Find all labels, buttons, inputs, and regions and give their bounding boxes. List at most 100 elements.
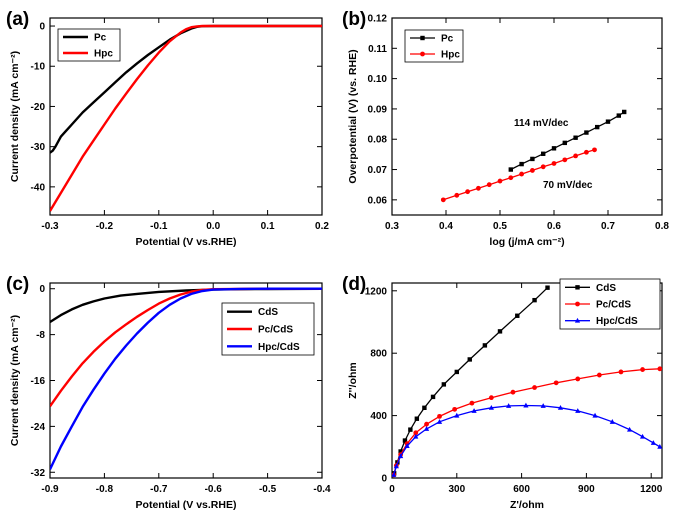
data-point [413, 430, 419, 436]
plot-frame [391, 17, 663, 216]
data-point [551, 146, 557, 151]
data-point [430, 394, 436, 400]
series-line-hpc-cds [393, 404, 661, 476]
data-point [532, 297, 537, 303]
x-tick-label: 0.5 [493, 221, 507, 232]
data-point [437, 413, 442, 419]
y-tick-label: -20 [31, 102, 46, 113]
legend-marker [574, 317, 581, 323]
legend: CdS Pc/CdS Hpc/CdS [221, 302, 315, 356]
data-point [441, 382, 447, 387]
data-point [488, 405, 494, 410]
y-tick-label: -8 [36, 330, 45, 341]
data-point [497, 178, 503, 184]
data-point [424, 421, 429, 427]
y-tick-label: -40 [31, 182, 46, 193]
legend-marker [420, 51, 425, 57]
x-tick-label: 0.8 [655, 221, 669, 232]
data-point [422, 405, 427, 410]
x-axis-label: Z'/ohm [510, 499, 544, 511]
annotation-hpc-slope: 70 mV/dec [543, 180, 593, 191]
data-point [616, 113, 621, 118]
x-tick-label: 0 [389, 484, 395, 495]
y-tick-label: -32 [31, 468, 46, 479]
y-tick-label: -30 [31, 142, 46, 153]
x-axis-label: Potential (V vs.RHE) [136, 499, 237, 511]
x-tick-label: 0.7 [601, 221, 615, 232]
legend-label: CdS [596, 283, 616, 294]
series-line-hpc [50, 24, 322, 212]
legend: Pc Hpc [404, 29, 464, 63]
data-point [454, 192, 460, 198]
x-tick-label: 0.0 [206, 221, 220, 232]
panel-label: (b) [342, 9, 366, 30]
x-tick-label: -0.4 [313, 484, 331, 495]
y-axis-label: Current density (mA cm⁻²) [9, 315, 21, 446]
legend-label: Pc [94, 33, 107, 44]
y-tick-label: 0 [39, 284, 45, 295]
data-point [640, 367, 645, 372]
y-tick-label: -10 [31, 62, 46, 73]
y-tick-label: 0.12 [368, 14, 388, 25]
series-line-hpc-cds [50, 287, 322, 470]
panel-label: (d) [342, 274, 366, 295]
y-axis-label: Overpotential (V) (vs. RHE) [347, 49, 359, 183]
x-tick-label: -0.5 [259, 484, 277, 495]
data-point [657, 366, 662, 372]
data-point [519, 171, 524, 177]
data-point [605, 119, 611, 124]
y-tick-label: 0.06 [368, 195, 388, 206]
x-tick-label: 0.1 [261, 221, 275, 232]
data-point [609, 419, 615, 424]
panel-1: 0.3 0.4 0.5 0.6 0.7 0.8 0.06 0.07 0.08 0.09 0.10 0.… [342, 9, 669, 248]
data-point [551, 161, 557, 166]
y-tick-label: 0.11 [368, 44, 387, 55]
legend-label: Hpc [441, 50, 460, 61]
x-tick-label: 300 [448, 484, 465, 495]
legend-marker [575, 301, 580, 307]
y-tick-label: -24 [31, 422, 46, 433]
data-point [541, 151, 546, 156]
x-tick-label: -0.9 [41, 484, 59, 495]
data-point [408, 427, 413, 432]
data-point [562, 140, 567, 146]
series-line-cds [393, 287, 548, 474]
data-point [398, 449, 403, 454]
y-tick-label: 0.10 [368, 74, 388, 85]
data-point [519, 161, 524, 167]
data-point [402, 438, 408, 443]
data-point [413, 433, 419, 439]
data-point [618, 369, 624, 375]
plot-frame [391, 282, 663, 479]
x-tick-label: -0.8 [96, 484, 114, 495]
data-point [515, 313, 520, 318]
data-point [622, 109, 627, 115]
data-point [595, 124, 600, 130]
legend: Pc Hpc [57, 28, 121, 62]
data-point [452, 406, 458, 412]
data-point [523, 402, 529, 408]
legend-box [404, 29, 464, 63]
data-layer [440, 109, 627, 203]
legend-label: Hpc [94, 49, 113, 60]
x-tick-label: -0.1 [150, 221, 168, 232]
x-tick-label: 0.6 [547, 221, 561, 232]
data-point [467, 357, 472, 362]
data-point [545, 285, 550, 290]
data-point [575, 408, 581, 413]
x-tick-label: -0.7 [150, 484, 168, 495]
legend-label: Hpc/CdS [258, 342, 300, 353]
data-point [454, 369, 459, 375]
data-point [540, 403, 546, 408]
panel-2: -0.9 -0.8 -0.7 -0.6 -0.5 -0.4 0 -8 -16 -24 -32 Pote… [6, 274, 331, 511]
legend-label: Pc/CdS [258, 325, 293, 336]
data-point [469, 400, 475, 406]
legend-label: Pc/CdS [596, 300, 631, 311]
data-point [510, 389, 516, 395]
y-tick-label: 400 [370, 411, 387, 422]
data-point [486, 182, 492, 188]
y-tick-label: 800 [370, 349, 387, 360]
data-point [573, 135, 578, 140]
x-axis-label: log (j/mA cm⁻²) [489, 236, 564, 248]
